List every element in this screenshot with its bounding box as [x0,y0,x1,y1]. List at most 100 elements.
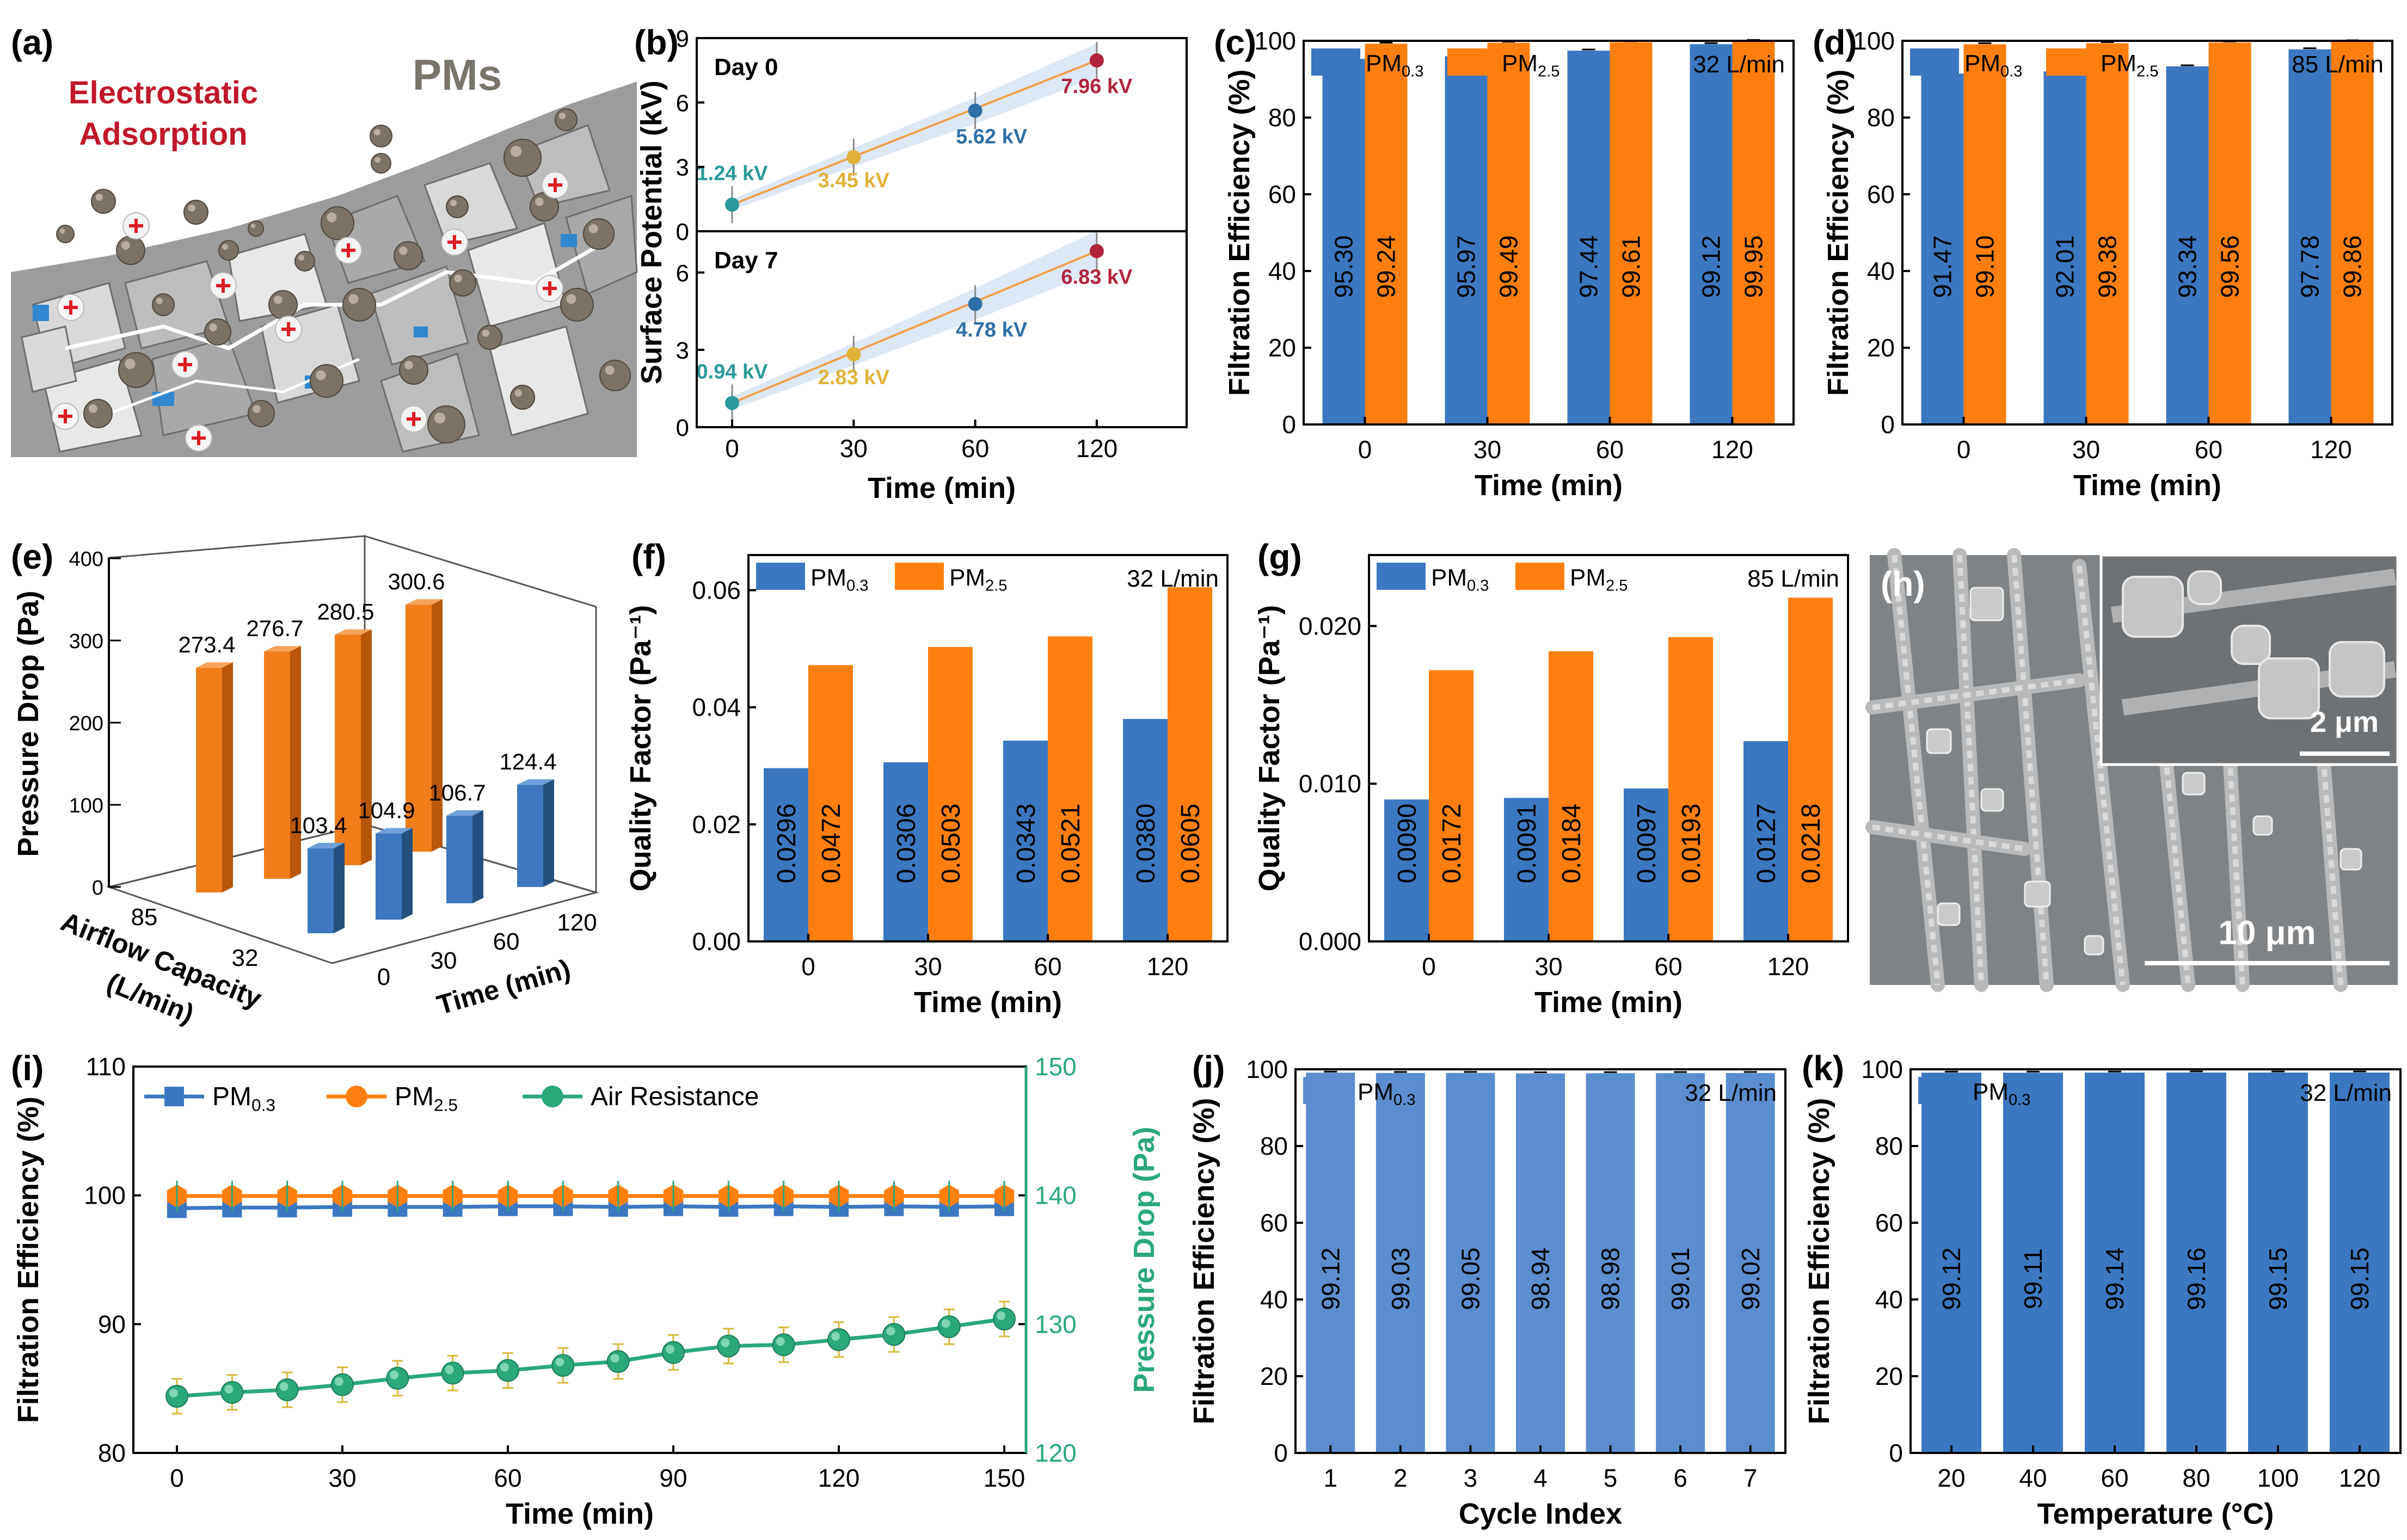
particle [118,352,154,388]
x-tick-label: 1 [1323,1464,1337,1492]
y-axis-title: Filtration Efficiency (%) [1188,1098,1220,1424]
y-right-tick-label: 150 [1035,1052,1077,1081]
legend-label: PM2.5 [1502,50,1559,81]
x-tick-label: 120 [818,1464,860,1492]
y-tick-label: 0.010 [1299,769,1361,798]
particle-highlight [348,294,359,304]
data-point [846,150,861,164]
y-axis-title: Surface Potential (kV) [635,81,668,384]
panel-g: 0.0090 0.0172 0 0.0091 0.0184 30 0.0097 0.0193 6… [1253,537,1849,1019]
particle [342,288,376,322]
flow-label: 85 L/min [1747,565,1839,592]
bar-3d-side [361,629,372,865]
particle [56,225,75,243]
marker-highlight [941,1319,950,1328]
axes-frame [1368,554,1849,943]
legend-label: PM0.3 [212,1082,275,1115]
y-tick-label: 0 [1881,410,1895,439]
depth-tick-label: 85 [131,904,158,931]
panel-label: (d) [1813,23,1857,62]
bar-PM25-60 [1668,637,1713,941]
y-tick-label: 80 [1268,103,1296,132]
legend-swatch [895,563,944,590]
particle [310,364,343,398]
bar-PM03-120 [2330,1072,2390,1453]
bar-value-label: 103.4 [290,812,347,838]
y-tick-label: 90 [98,1310,126,1338]
marker-highlight [555,1358,564,1367]
plus-sign [64,300,78,315]
bar-value-label: 99.03 [1386,1247,1415,1310]
legend-label: PM0.3 [1366,50,1423,81]
particle [503,139,542,177]
flow-label: 32 L/min [1693,51,1785,78]
data-label: 6.83 kV [1061,266,1133,288]
particle [248,400,275,427]
bar-PM03-40 [2003,1073,2063,1453]
x-tick-label: 30 [328,1464,356,1492]
x-tick-label: 60 [2195,435,2222,464]
y-tick-label: 0 [676,219,689,245]
particle [510,385,535,410]
y-tick-label: 0.06 [692,576,741,605]
bar-3d-front [446,815,472,903]
panel-h-sem: 2 μm 10 μm (h) [1865,548,2399,992]
particle-highlight [89,404,97,413]
bar-PM25-0 [1963,44,2006,425]
plus-sign [281,322,296,336]
bar-value-label: 97.78 [2296,235,2324,298]
data-label: 3.45 kV [818,169,890,192]
y-right-tick-label: 130 [1035,1310,1077,1338]
particle-highlight [482,329,489,337]
bar-3d-side [432,599,443,852]
particle-highlight [374,129,380,135]
panel-label: (g) [1257,537,1302,576]
bar-value-label: 0.0218 [1797,804,1826,884]
panel-i: 80 90 100 110 120 130 140 150 0 30 60 90 120 150 Time … [11,1049,1160,1530]
marker-circle [937,1315,961,1339]
marker-highlight [886,1327,895,1336]
x-tick-label: 60 [2101,1464,2128,1492]
y-right-tick-label: 120 [1035,1439,1077,1467]
bar-PM25-0 [808,665,853,941]
particle-highlight [222,244,229,250]
marker-circle [331,1373,354,1396]
axes-frame [1303,40,1795,426]
y-tick-label: 200 [69,712,103,735]
bar-value-label: 0.0091 [1513,804,1542,884]
marker-circle [386,1366,409,1390]
y-tick-label: 20 [1260,1362,1288,1390]
bar-value-label: 124.4 [499,749,556,774]
y-tick-label: 80 [98,1439,126,1467]
bar-value-label: 0.0380 [1132,804,1160,884]
bar-value-label: 99.86 [2338,235,2367,298]
bar-value-label: 99.12 [1316,1247,1344,1310]
particle-highlight [404,361,413,369]
subplot-title: Day 7 [714,247,778,274]
marker-highlight [776,1337,785,1346]
bar-PM03-60 [2085,1073,2145,1453]
fiber-facet [21,325,77,393]
y-axis-title: Filtration Efficiency (%) [1803,1098,1835,1424]
marker-highlight [666,1345,674,1354]
x-axis-title: Time (min) [1475,469,1623,502]
marker-circle [441,1362,464,1385]
x-tick-label: 60 [961,434,989,463]
crystal [2329,641,2385,698]
y-tick-label: 80 [1867,103,1895,132]
y-tick-label: 100 [84,1181,126,1210]
blue-facet [561,234,577,247]
bar-PM03-5 [1586,1073,1635,1453]
marker-circle [606,1350,630,1373]
bar-PM25-60 [1610,42,1653,424]
bar-PM25-120 [1788,597,1833,941]
particle [449,269,476,297]
marker-highlight [445,1365,454,1375]
bar-PM03-0 [1384,799,1429,941]
bar-value-label: 0.0172 [1438,804,1466,884]
bar-PM25-0 [1429,670,1473,941]
crystal [1969,587,2004,621]
data-point [725,396,739,410]
bar-value-label: 99.12 [1697,235,1726,298]
particle-highlight [454,274,462,282]
